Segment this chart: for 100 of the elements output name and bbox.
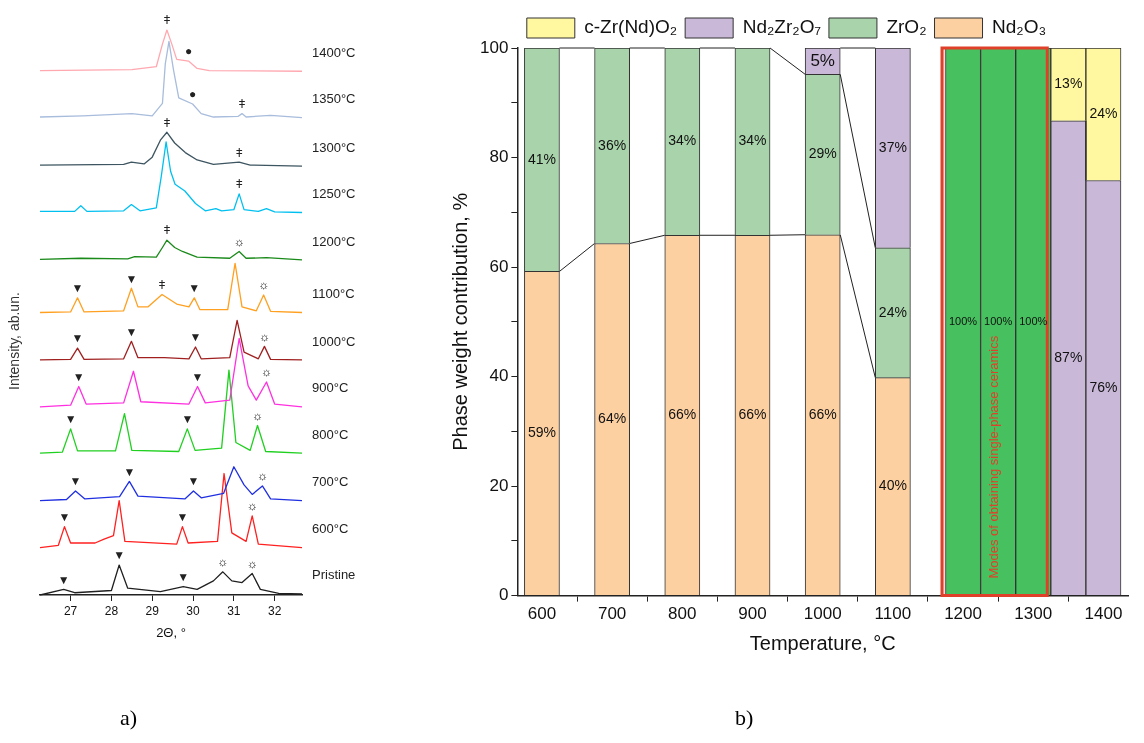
annotation: ▼: [176, 509, 189, 524]
x-tick-label: 1200: [944, 604, 982, 624]
annotation: ǂ: [238, 96, 246, 111]
annotation: ▼: [189, 330, 202, 345]
annotation: ▼: [69, 474, 82, 489]
y-tick-label: 100: [479, 37, 509, 57]
x-axis-title: Temperature, °C: [749, 631, 896, 654]
data-label: 29%: [808, 145, 837, 162]
annotation: ☼: [246, 499, 258, 514]
annotation: ǂ: [235, 145, 243, 160]
annotation: ☼: [252, 408, 264, 423]
annotation: ▼: [188, 281, 201, 296]
annotation: ▼: [123, 464, 136, 479]
legend-label: ZrO₂: [886, 16, 927, 38]
data-label: 41%: [527, 150, 556, 167]
x-tick-label: 600: [527, 604, 557, 624]
data-label: 37%: [878, 138, 907, 155]
series-label: 1200°C: [312, 233, 356, 249]
data-label: 36%: [598, 136, 627, 153]
text: b): [735, 705, 754, 731]
data-label: 34%: [668, 132, 697, 149]
annotation: ▼: [187, 474, 200, 489]
data-label: 66%: [668, 406, 697, 423]
legend-label: Nd₂Zr₂O₇: [742, 16, 821, 38]
series-label: 600°C: [312, 521, 349, 537]
x-tick-label: 28: [104, 603, 119, 618]
series-label: 1400°C: [312, 44, 356, 60]
data-label: 100%: [948, 314, 978, 327]
annotation: ☼: [258, 278, 270, 293]
series-label: 700°C: [312, 474, 349, 490]
y-tick-label: 20: [489, 475, 509, 495]
annotation: ▼: [191, 369, 204, 384]
y-tick-label: 40: [489, 366, 509, 386]
band-label: Modes of obtaining single-phase ceramics: [986, 335, 1002, 579]
x-tick-label: 29: [145, 603, 160, 618]
series-label: 900°C: [312, 380, 349, 396]
annotation: ☼: [256, 469, 268, 484]
legend-label: c-Zr(Nd)O₂: [584, 16, 678, 38]
y-axis-title: Phase weight contribution, %: [448, 192, 471, 451]
annotation: ▼: [57, 572, 70, 587]
data-label: 34%: [738, 132, 767, 149]
data-label: 24%: [878, 303, 907, 320]
y-tick-label: 0: [498, 585, 509, 605]
annotation: ▼: [71, 331, 84, 346]
text: a): [120, 705, 138, 731]
x-tick-label: 27: [63, 603, 78, 618]
annotation: ☼: [261, 365, 272, 380]
annotation: ǂ: [163, 223, 171, 238]
annotation: ▼: [177, 569, 190, 584]
y-axis-title: Intensity, ab.un.: [6, 292, 22, 390]
x-tick-label: 30: [186, 603, 201, 618]
data-label: 5%: [810, 50, 835, 70]
y-tick-label: 60: [489, 256, 509, 276]
y-tick-label: 80: [489, 147, 509, 167]
annotation: ▼: [64, 412, 77, 427]
x-tick-label: 32: [267, 603, 282, 618]
series-label: 1100°C: [312, 286, 355, 302]
annotation: ☼: [258, 329, 270, 344]
x-tick-label: 1100: [874, 604, 912, 624]
annotation: ▼: [125, 324, 138, 339]
series-label: 1350°C: [312, 91, 356, 107]
annotation: ☼: [233, 234, 245, 249]
data-label: 24%: [1089, 105, 1118, 122]
data-label: 59%: [527, 424, 556, 441]
annotation: ǂ: [158, 277, 166, 292]
annotation: ▼: [181, 412, 194, 427]
x-tick-label: 800: [668, 604, 697, 624]
series-label: 1250°C: [312, 186, 356, 202]
annotation: ▼: [72, 369, 85, 384]
series-label: 1300°C: [312, 139, 356, 155]
x-tick-label: 1300: [1014, 604, 1053, 624]
annotation: ▼: [71, 281, 84, 296]
x-tick-label: 1000: [803, 604, 842, 624]
x-tick-label: 31: [227, 603, 241, 618]
data-label: 13%: [1054, 75, 1083, 92]
annotation: ǂ: [163, 13, 171, 28]
series-label: 800°C: [312, 426, 349, 442]
x-tick-label: 1400: [1084, 604, 1123, 624]
data-label: 76%: [1089, 378, 1118, 395]
data-label: 40%: [878, 477, 907, 494]
data-label: 66%: [808, 405, 837, 422]
x-tick-label: 900: [738, 604, 767, 624]
data-label: 100%: [984, 314, 1013, 327]
annotation: ǂ: [235, 177, 243, 192]
annotation: ●: [184, 44, 193, 59]
annotation: ☼: [217, 555, 229, 570]
annotation: ǂ: [163, 115, 171, 130]
annotation: ▼: [125, 271, 138, 286]
x-axis-title: 2Θ, °: [156, 624, 186, 640]
series-label: Pristine: [312, 567, 356, 583]
x-tick-label: 700: [597, 604, 627, 624]
annotation: ●: [189, 87, 197, 102]
data-label: 64%: [598, 410, 627, 427]
annotation: ☼: [246, 556, 258, 571]
series-label: 1000°C: [312, 333, 356, 349]
legend-label: Nd₂O₃: [992, 16, 1047, 38]
annotation: ▼: [113, 548, 126, 563]
data-label: 66%: [738, 406, 767, 423]
annotation: ▼: [58, 509, 71, 524]
data-label: 87%: [1054, 348, 1083, 365]
